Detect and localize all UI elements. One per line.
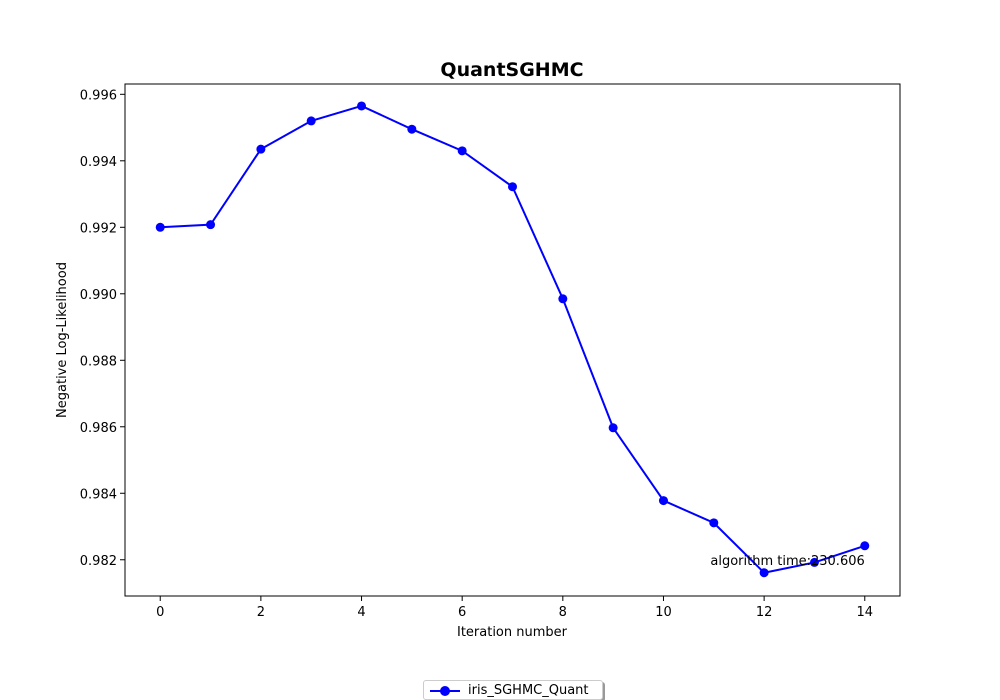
chart-title: QuantSGHMC — [440, 59, 583, 81]
y-tick-label: 0.984 — [80, 487, 117, 502]
data-point — [809, 557, 819, 567]
x-tick-label: 0 — [156, 605, 164, 620]
data-point — [558, 294, 568, 304]
data-point — [407, 124, 417, 134]
data-point — [256, 144, 266, 154]
y-tick-label: 0.994 — [80, 155, 117, 170]
data-point — [206, 220, 216, 230]
legend: iris_SGHMC_Quant — [423, 680, 603, 700]
legend-marker-icon — [440, 686, 450, 696]
x-tick-label: 2 — [257, 605, 265, 620]
annotation-text: algorithm time:230.606 — [710, 554, 864, 569]
x-tick-label: 12 — [756, 605, 773, 620]
data-point — [658, 496, 668, 506]
data-point — [508, 182, 517, 192]
x-tick-label: 14 — [856, 605, 873, 620]
data-point — [306, 116, 316, 126]
data-point — [608, 423, 618, 433]
series-line — [160, 104, 866, 574]
axes-frame — [124, 83, 901, 597]
y-tick-label: 0.986 — [80, 421, 117, 436]
data-point — [709, 518, 719, 528]
plot-area: 0 2 4 6 8 10 12 14 0.982 0.984 0.986 0.988 0.990 0.99… — [80, 88, 873, 620]
x-tick-label: 10 — [655, 605, 672, 620]
x-tick-label: 6 — [458, 605, 466, 620]
data-point — [860, 541, 870, 551]
y-tick-label: 0.988 — [80, 354, 117, 369]
x-axis-label: Iteration number — [457, 625, 568, 640]
data-point — [457, 146, 467, 156]
y-tick-label: 0.990 — [80, 288, 117, 303]
y-tick-label: 0.996 — [80, 88, 117, 103]
y-axis-label: Negative Log-Likelihood — [55, 262, 70, 418]
y-tick-label: 0.992 — [80, 221, 117, 236]
x-tick-label: 8 — [559, 605, 567, 620]
x-tick-label: 4 — [357, 605, 365, 620]
data-point — [155, 222, 165, 232]
legend-label: iris_SGHMC_Quant — [468, 683, 589, 698]
y-tick-label: 0.982 — [80, 554, 117, 569]
data-point — [357, 101, 367, 111]
data-point — [759, 568, 769, 578]
